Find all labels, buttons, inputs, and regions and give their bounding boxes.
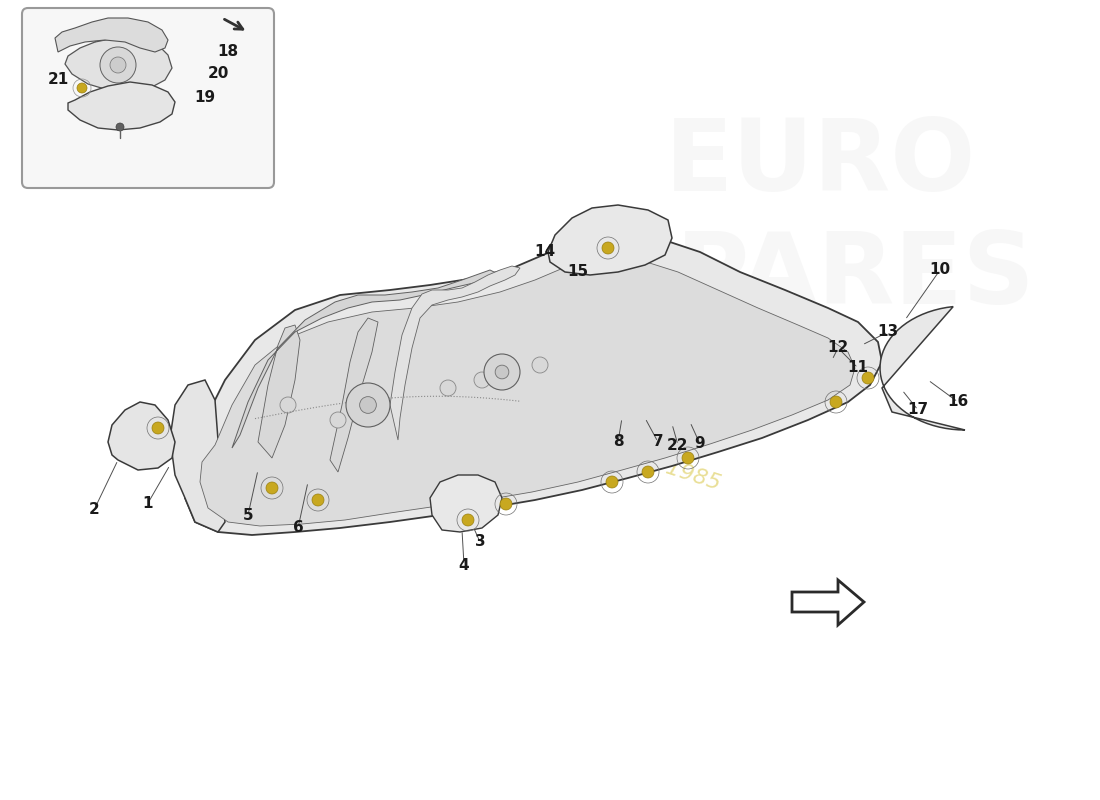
Circle shape <box>642 466 654 478</box>
Circle shape <box>484 354 520 390</box>
FancyBboxPatch shape <box>22 8 274 188</box>
Circle shape <box>532 357 548 373</box>
Text: 14: 14 <box>535 245 556 259</box>
Polygon shape <box>65 38 172 92</box>
Polygon shape <box>548 205 672 275</box>
Circle shape <box>606 476 618 488</box>
Circle shape <box>462 514 474 526</box>
Polygon shape <box>792 580 864 625</box>
Circle shape <box>500 498 512 510</box>
Circle shape <box>110 57 126 73</box>
Circle shape <box>440 380 456 396</box>
Text: 19: 19 <box>195 90 216 105</box>
Polygon shape <box>430 475 502 532</box>
Polygon shape <box>390 266 520 440</box>
Circle shape <box>100 47 136 83</box>
Text: 6: 6 <box>293 521 304 535</box>
Text: 13: 13 <box>878 325 899 339</box>
Text: EURO
SPARES: EURO SPARES <box>605 115 1035 325</box>
Circle shape <box>360 397 376 414</box>
Text: 12: 12 <box>827 341 848 355</box>
Text: 2: 2 <box>89 502 99 518</box>
Polygon shape <box>55 18 168 52</box>
Text: 15: 15 <box>568 265 588 279</box>
Text: 11: 11 <box>847 361 869 375</box>
Text: 17: 17 <box>908 402 928 418</box>
Circle shape <box>116 123 124 131</box>
Polygon shape <box>232 270 500 448</box>
Circle shape <box>474 372 490 388</box>
Text: 18: 18 <box>218 45 239 59</box>
Polygon shape <box>258 325 300 458</box>
Circle shape <box>330 412 346 428</box>
Circle shape <box>346 383 390 427</box>
Polygon shape <box>108 402 175 470</box>
Text: 1: 1 <box>143 495 153 510</box>
Circle shape <box>830 396 842 408</box>
Circle shape <box>77 83 87 93</box>
Circle shape <box>862 372 874 384</box>
Circle shape <box>280 397 296 413</box>
Text: 16: 16 <box>947 394 969 410</box>
Text: 4: 4 <box>459 558 470 573</box>
Polygon shape <box>200 256 855 526</box>
Text: 20: 20 <box>207 66 229 82</box>
Text: 10: 10 <box>930 262 950 278</box>
Circle shape <box>495 365 509 379</box>
Polygon shape <box>68 82 175 130</box>
Circle shape <box>682 452 694 464</box>
Text: 8: 8 <box>613 434 624 450</box>
Text: 21: 21 <box>47 73 68 87</box>
Circle shape <box>312 494 324 506</box>
Text: 5: 5 <box>243 507 253 522</box>
Text: 9: 9 <box>695 437 705 451</box>
Text: 3: 3 <box>475 534 485 550</box>
Polygon shape <box>95 22 142 42</box>
Circle shape <box>602 242 614 254</box>
Polygon shape <box>185 232 882 535</box>
Polygon shape <box>880 306 965 430</box>
Text: 22: 22 <box>668 438 689 453</box>
Circle shape <box>152 422 164 434</box>
Circle shape <box>266 482 278 494</box>
Polygon shape <box>170 380 226 532</box>
Polygon shape <box>330 318 378 472</box>
Text: a passion for parts since 1985: a passion for parts since 1985 <box>397 370 723 494</box>
Text: 7: 7 <box>652 434 663 450</box>
